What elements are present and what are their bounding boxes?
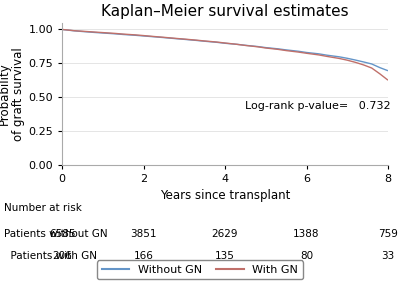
X-axis label: Years since transplant: Years since transplant (160, 189, 290, 202)
Text: 135: 135 (215, 251, 235, 261)
Text: 3851: 3851 (130, 229, 157, 239)
Text: Patients without GN: Patients without GN (4, 229, 108, 239)
Y-axis label: Probability
of graft survival: Probability of graft survival (0, 47, 26, 141)
Text: 1388: 1388 (293, 229, 320, 239)
Text: 80: 80 (300, 251, 313, 261)
Text: 759: 759 (378, 229, 398, 239)
Text: 33: 33 (381, 251, 395, 261)
Text: 206: 206 (52, 251, 72, 261)
Title: Kaplan–Meier survival estimates: Kaplan–Meier survival estimates (101, 4, 349, 19)
Text: 166: 166 (134, 251, 154, 261)
Legend: Without GN, With GN: Without GN, With GN (97, 260, 303, 279)
Text: Log-rank p-value=   0.732: Log-rank p-value= 0.732 (245, 101, 391, 111)
Text: 6585: 6585 (49, 229, 75, 239)
Text: 2629: 2629 (212, 229, 238, 239)
Text: Number at risk: Number at risk (4, 203, 82, 213)
Text: Patients with GN: Patients with GN (4, 251, 97, 261)
